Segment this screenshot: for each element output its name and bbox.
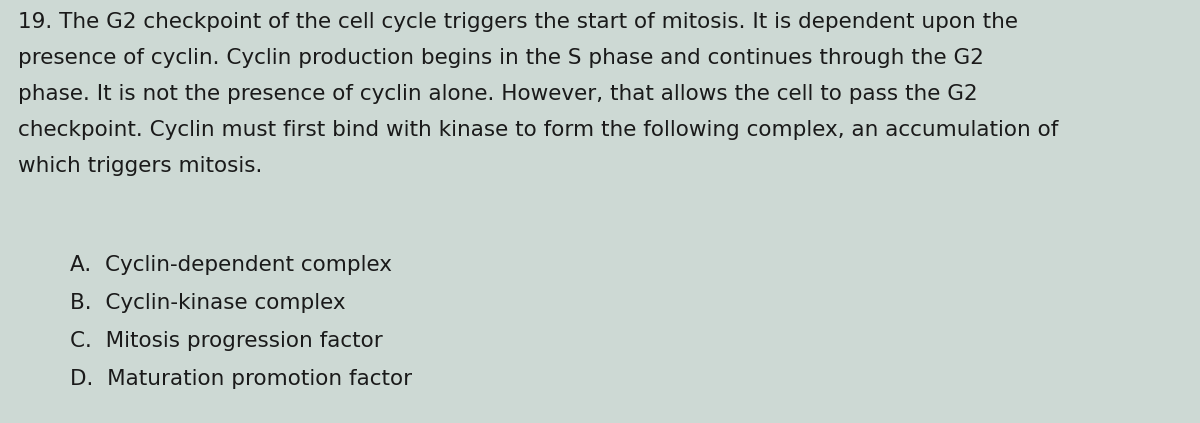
Text: phase. It is not the presence of cyclin alone. However, that allows the cell to : phase. It is not the presence of cyclin … [18,84,978,104]
Text: C.  Mitosis progression factor: C. Mitosis progression factor [70,331,383,351]
Text: A.  Cyclin-dependent complex: A. Cyclin-dependent complex [70,255,392,275]
Text: 19. The G2 checkpoint of the cell cycle triggers the start of mitosis. It is dep: 19. The G2 checkpoint of the cell cycle … [18,12,1018,32]
Text: presence of cyclin. Cyclin production begins in the S phase and continues throug: presence of cyclin. Cyclin production be… [18,48,984,68]
Text: B.  Cyclin-kinase complex: B. Cyclin-kinase complex [70,293,346,313]
Text: checkpoint. Cyclin must first bind with kinase to form the following complex, an: checkpoint. Cyclin must first bind with … [18,120,1058,140]
Text: D.  Maturation promotion factor: D. Maturation promotion factor [70,369,412,389]
Text: which triggers mitosis.: which triggers mitosis. [18,156,263,176]
